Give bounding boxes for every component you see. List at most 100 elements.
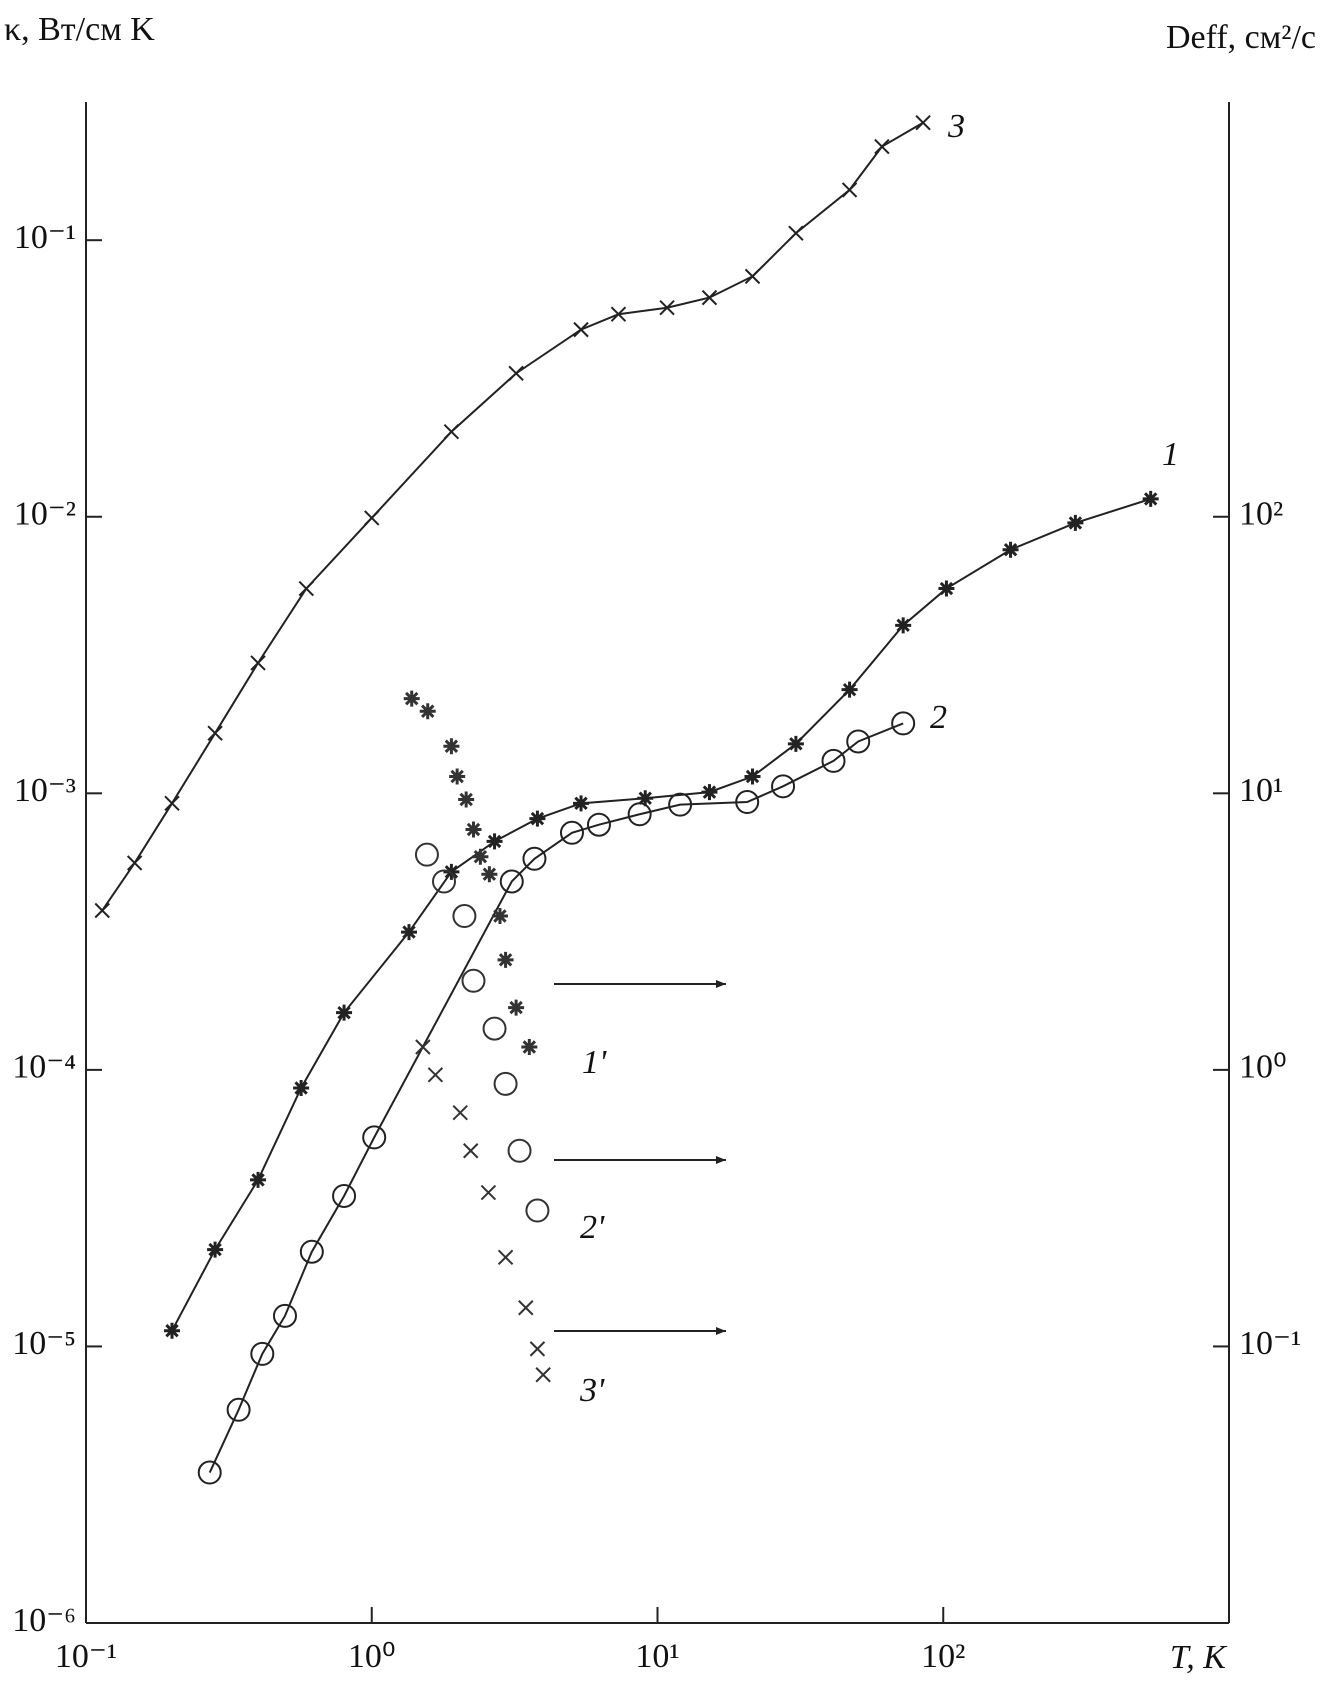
x-tick-label: 10⁰ xyxy=(348,1638,396,1675)
data-point xyxy=(458,791,475,808)
series-line xyxy=(208,722,904,1473)
data-point xyxy=(482,1016,507,1041)
data-point xyxy=(94,902,110,919)
data-point xyxy=(452,1105,468,1121)
data-point xyxy=(559,820,584,845)
data-point xyxy=(874,138,890,155)
data-point xyxy=(573,321,589,338)
data-point xyxy=(293,1079,310,1096)
data-point xyxy=(701,784,718,801)
data-point xyxy=(481,866,498,883)
data-point xyxy=(250,1171,267,1188)
data-point xyxy=(637,790,654,807)
y-tick-label: 10⁻² xyxy=(14,496,76,533)
data-point xyxy=(491,908,508,925)
data-point xyxy=(586,812,611,837)
x-tick-label: 10² xyxy=(921,1638,965,1675)
data-point xyxy=(771,774,796,799)
y-tick-label: 10⁻⁴ xyxy=(12,1049,76,1086)
data-point xyxy=(529,1341,546,1357)
y2-tick-label: 10² xyxy=(1239,496,1283,533)
data-point xyxy=(1142,490,1159,507)
data-point xyxy=(472,848,489,865)
series-label: 1' xyxy=(582,1044,607,1081)
data-point xyxy=(480,1184,497,1201)
data-point xyxy=(226,1397,251,1422)
data-point xyxy=(415,1039,431,1055)
data-point xyxy=(465,821,482,838)
data-point xyxy=(522,846,547,871)
x-axis-title: T, K xyxy=(1170,1639,1228,1676)
data-point xyxy=(497,1249,514,1266)
data-point xyxy=(463,1143,479,1159)
data-point xyxy=(250,655,266,671)
data-point xyxy=(938,580,955,597)
data-point xyxy=(164,1322,181,1339)
data-point xyxy=(627,802,652,827)
data-point xyxy=(841,182,858,198)
data-point xyxy=(507,1138,532,1163)
data-point xyxy=(493,1071,518,1096)
series-label: 3' xyxy=(579,1372,605,1409)
data-point xyxy=(915,114,931,131)
data-point xyxy=(529,810,546,827)
data-point xyxy=(486,833,503,850)
data-point xyxy=(1067,514,1084,531)
data-point xyxy=(659,300,675,316)
data-point xyxy=(744,768,761,785)
data-point xyxy=(164,795,180,812)
x-tick-label: 10⁻¹ xyxy=(55,1638,117,1675)
data-point xyxy=(332,1183,357,1208)
y-axis-title: κ, Вт/см K xyxy=(4,11,155,48)
data-point xyxy=(427,1067,444,1083)
data-point xyxy=(207,725,223,741)
data-point xyxy=(518,1300,534,1316)
series-label: 2 xyxy=(930,699,947,736)
data-point xyxy=(735,790,760,815)
data-point xyxy=(1002,541,1019,558)
y2-tick-label: 10⁰ xyxy=(1239,1049,1287,1086)
data-point xyxy=(846,729,871,754)
data-point xyxy=(298,580,314,597)
data-point xyxy=(499,869,524,894)
data-point xyxy=(299,1239,324,1264)
data-point xyxy=(403,690,420,707)
data-point xyxy=(443,738,460,755)
data-point xyxy=(250,1341,275,1366)
series-line xyxy=(171,497,1151,1332)
data-point xyxy=(535,1367,551,1383)
data-point xyxy=(336,1004,353,1021)
data-point xyxy=(207,1241,224,1258)
data-point xyxy=(414,842,439,867)
data-point xyxy=(788,225,804,241)
data-point xyxy=(891,711,916,736)
data-point xyxy=(443,424,460,440)
y-tick-label: 10⁻⁶ xyxy=(12,1602,76,1639)
data-point xyxy=(525,1198,550,1223)
data-point xyxy=(461,968,486,993)
y-tick-label: 10⁻³ xyxy=(14,772,76,809)
data-point xyxy=(126,855,143,871)
y-tick-label: 10⁻⁵ xyxy=(12,1325,76,1362)
y2-tick-label: 10⁻¹ xyxy=(1239,1325,1301,1362)
data-point xyxy=(452,904,477,929)
data-point xyxy=(497,951,514,968)
data-point xyxy=(449,768,466,785)
y2-tick-label: 10¹ xyxy=(1239,772,1283,809)
y-tick-label: 10⁻¹ xyxy=(14,219,76,256)
series-label: 1 xyxy=(1162,436,1179,473)
data-point xyxy=(443,863,460,880)
data-point xyxy=(197,1460,222,1485)
data-point xyxy=(508,365,524,382)
data-point xyxy=(787,735,804,752)
y2-axis-title: Deff, см²/с xyxy=(1166,19,1316,56)
data-point xyxy=(419,703,436,720)
data-point xyxy=(610,306,627,322)
x-tick-label: 10¹ xyxy=(635,1638,679,1675)
data-point xyxy=(573,795,590,812)
data-point xyxy=(701,289,718,306)
series-label: 2' xyxy=(580,1209,605,1246)
data-point xyxy=(841,681,858,698)
data-point xyxy=(362,1125,387,1150)
data-point xyxy=(272,1303,297,1328)
